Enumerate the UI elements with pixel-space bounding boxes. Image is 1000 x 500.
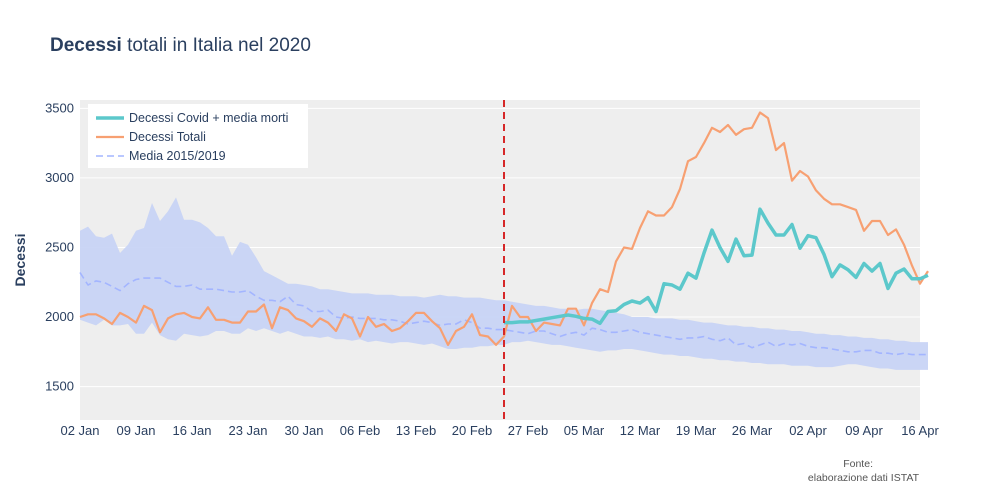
legend-label: Media 2015/2019 (129, 149, 226, 163)
series-line-1 (79, 111, 929, 346)
x-tick-label: 16 Jan (172, 423, 211, 438)
legend-label: Decessi Totali (129, 130, 206, 144)
x-tick-label: 06 Feb (340, 423, 380, 438)
x-tick-label: 26 Mar (732, 423, 773, 438)
x-tick-label: 16 Apr (901, 423, 939, 438)
y-tick-label: 1500 (45, 379, 74, 394)
y-tick-label: 3000 (45, 170, 74, 185)
y-axis-ticks: 1500 2000 2500 3000 3500 (45, 100, 74, 393)
x-tick-label: 02 Jan (60, 423, 99, 438)
chart-title: Decessi totali in Italia nel 2020 (50, 35, 311, 56)
series-range-band (80, 197, 928, 370)
chart-title-rest: totali in Italia nel 2020 (122, 35, 311, 56)
series-line-0 (504, 207, 929, 326)
y-tick-label: 3500 (45, 100, 74, 115)
x-tick-label: 27 Feb (508, 423, 548, 438)
chart-title-bold: Decessi (50, 35, 122, 56)
y-tick-label: 2000 (45, 309, 74, 324)
y-tick-label: 2500 (45, 239, 74, 254)
x-tick-label: 19 Mar (676, 423, 717, 438)
legend: Decessi Covid + media morti Decessi Total… (88, 104, 308, 168)
source-line-2: elaborazione dati ISTAT (808, 472, 920, 484)
x-tick-label: 09 Jan (116, 423, 155, 438)
x-tick-label: 13 Feb (396, 423, 436, 438)
x-tick-label: 20 Feb (452, 423, 492, 438)
x-tick-label: 02 Apr (789, 423, 827, 438)
x-tick-label: 09 Apr (845, 423, 883, 438)
legend-box (88, 104, 308, 168)
source-line-1: Fonte: (843, 458, 873, 470)
range-band-layer (80, 197, 928, 370)
x-axis-ticks: 02 Jan 09 Jan 16 Jan 23 Jan 30 Jan 06 Feb 13 F… (60, 423, 939, 438)
x-tick-label: 23 Jan (228, 423, 267, 438)
y-axis-label: Decessi (12, 234, 28, 287)
series-layer (79, 111, 929, 356)
x-tick-label: 12 Mar (620, 423, 661, 438)
series-line-2 (79, 272, 928, 356)
x-tick-label: 05 Mar (564, 423, 605, 438)
legend-label: Decessi Covid + media morti (129, 111, 288, 125)
x-tick-label: 30 Jan (284, 423, 323, 438)
